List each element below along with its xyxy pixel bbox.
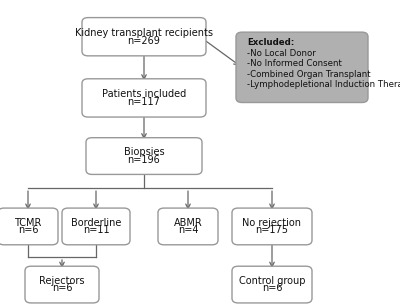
Text: -Combined Organ Transplant: -Combined Organ Transplant — [247, 70, 370, 79]
Text: n=6: n=6 — [262, 283, 282, 293]
Text: n=6: n=6 — [52, 283, 72, 293]
FancyBboxPatch shape — [0, 208, 58, 245]
Text: ABMR: ABMR — [174, 218, 202, 228]
Text: Excluded:: Excluded: — [247, 38, 294, 47]
Text: Rejectors: Rejectors — [39, 276, 85, 286]
Text: TCMR: TCMR — [14, 218, 42, 228]
Text: n=196: n=196 — [128, 155, 160, 165]
Text: n=6: n=6 — [18, 225, 38, 235]
Text: n=4: n=4 — [178, 225, 198, 235]
Text: No rejection: No rejection — [242, 218, 302, 228]
Text: -No Local Donor: -No Local Donor — [247, 49, 316, 58]
FancyBboxPatch shape — [86, 138, 202, 174]
FancyBboxPatch shape — [82, 79, 206, 117]
Text: Patients included: Patients included — [102, 89, 186, 99]
Text: n=11: n=11 — [83, 225, 109, 235]
Text: n=175: n=175 — [256, 225, 288, 235]
Text: n=269: n=269 — [128, 35, 160, 46]
Text: Kidney transplant recipients: Kidney transplant recipients — [75, 28, 213, 38]
FancyBboxPatch shape — [25, 266, 99, 303]
Text: -No Informed Consent: -No Informed Consent — [247, 59, 342, 68]
FancyBboxPatch shape — [62, 208, 130, 245]
FancyBboxPatch shape — [82, 17, 206, 56]
FancyBboxPatch shape — [232, 208, 312, 245]
Text: n=117: n=117 — [128, 97, 160, 107]
FancyBboxPatch shape — [236, 32, 368, 103]
FancyBboxPatch shape — [232, 266, 312, 303]
Text: Biopsies: Biopsies — [124, 147, 164, 157]
Text: -Lymphodepletional Induction Therapy: -Lymphodepletional Induction Therapy — [247, 80, 400, 89]
FancyBboxPatch shape — [158, 208, 218, 245]
Text: Control group: Control group — [239, 276, 305, 286]
Text: Borderline: Borderline — [71, 218, 121, 228]
